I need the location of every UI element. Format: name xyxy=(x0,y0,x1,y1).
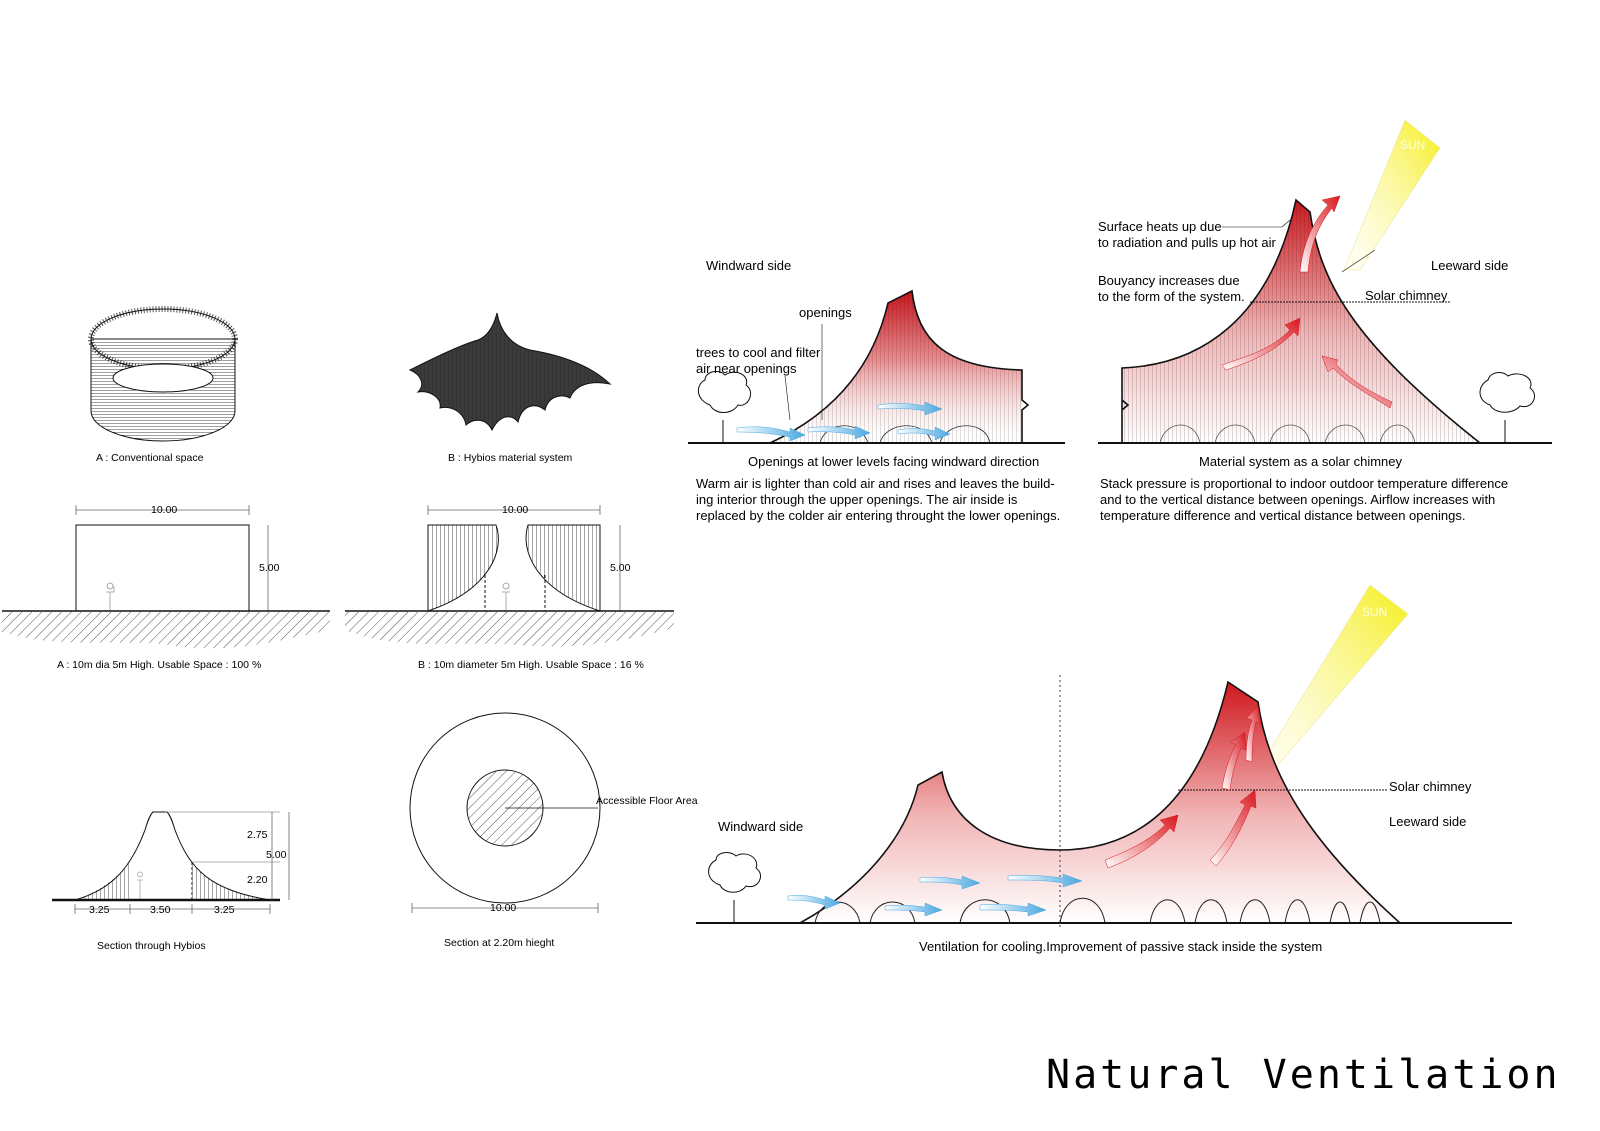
dim-upper: 2.75 xyxy=(247,829,268,841)
section-hybios-drawing xyxy=(52,811,290,914)
plan-diameter-dim: 10.00 xyxy=(490,902,517,914)
combined-ventilation-diagram xyxy=(696,584,1512,930)
windward-diagram-body: Warm air is lighter than cold air and ri… xyxy=(696,476,1061,523)
section-plan-caption: Section at 2.20m hieght xyxy=(444,937,555,949)
tree-icon xyxy=(1479,372,1535,443)
section-b-drawing xyxy=(345,505,674,647)
tree-icon xyxy=(708,852,761,923)
dim-total: 5.00 xyxy=(266,849,287,861)
dim-right-base: 3.25 xyxy=(214,904,235,916)
section-b-caption: B : 10m diameter 5m High. Usable Space :… xyxy=(418,659,644,671)
windward-diagram-caption: Openings at lower levels facing windward… xyxy=(748,454,1040,469)
section-b-width-dim: 10.00 xyxy=(502,504,529,516)
dim-left-base: 3.25 xyxy=(89,904,110,916)
section-a-drawing xyxy=(2,505,330,649)
dim-lower: 2.20 xyxy=(247,874,268,886)
section-a-caption: A : 10m dia 5m High. Usable Space : 100 … xyxy=(57,659,262,671)
chimney-solar-label: Solar chimney xyxy=(1365,288,1448,303)
sun-ray-icon xyxy=(1343,119,1441,271)
sun-label-top: SUN xyxy=(1400,138,1426,152)
cylinder-3d-illustration xyxy=(88,306,238,442)
section-plan-drawing xyxy=(409,712,601,913)
solar-chimney-diagram xyxy=(1098,119,1552,444)
combined-windward-label: Windward side xyxy=(718,819,804,834)
combined-diagram-caption: Ventilation for cooling.Improvement of p… xyxy=(919,939,1323,954)
section-hybios-caption: Section through Hybios xyxy=(97,940,206,952)
chimney-diagram-caption: Material system as a solar chimney xyxy=(1199,454,1403,469)
panel-b-caption: B : Hybios material system xyxy=(448,452,573,464)
combined-solar-label: Solar chimney xyxy=(1389,779,1472,794)
dim-center-base: 3.50 xyxy=(150,904,171,916)
panel-a-caption: A : Conventional space xyxy=(96,452,204,464)
chimney-diagram-body: Stack pressure is proportional to indoor… xyxy=(1100,476,1509,523)
trees-label: trees to cool and filter air near openin… xyxy=(696,345,821,376)
section-a-height-dim: 5.00 xyxy=(259,562,280,574)
openings-label: openings xyxy=(799,305,852,320)
sheet-title: Natural Ventilation xyxy=(1046,1052,1561,1098)
sun-label-bottom: SUN xyxy=(1362,605,1388,619)
windward-openings-diagram xyxy=(688,289,1065,444)
accessible-area-label: Accessible Floor Area xyxy=(596,795,698,807)
tree-icon xyxy=(697,370,751,443)
combined-leeward-label: Leeward side xyxy=(1389,814,1467,829)
bouyancy-label: Bouyancy increases due to the form of th… xyxy=(1098,273,1245,304)
section-b-height-dim: 5.00 xyxy=(610,562,631,574)
windward-side-label: Windward side xyxy=(706,258,792,273)
surface-heats-label: Surface heats up due to radiation and pu… xyxy=(1098,219,1276,250)
hybios-3d-illustration xyxy=(408,312,612,432)
section-a-width-dim: 10.00 xyxy=(151,504,178,516)
chimney-leeward-label: Leeward side xyxy=(1431,258,1509,273)
